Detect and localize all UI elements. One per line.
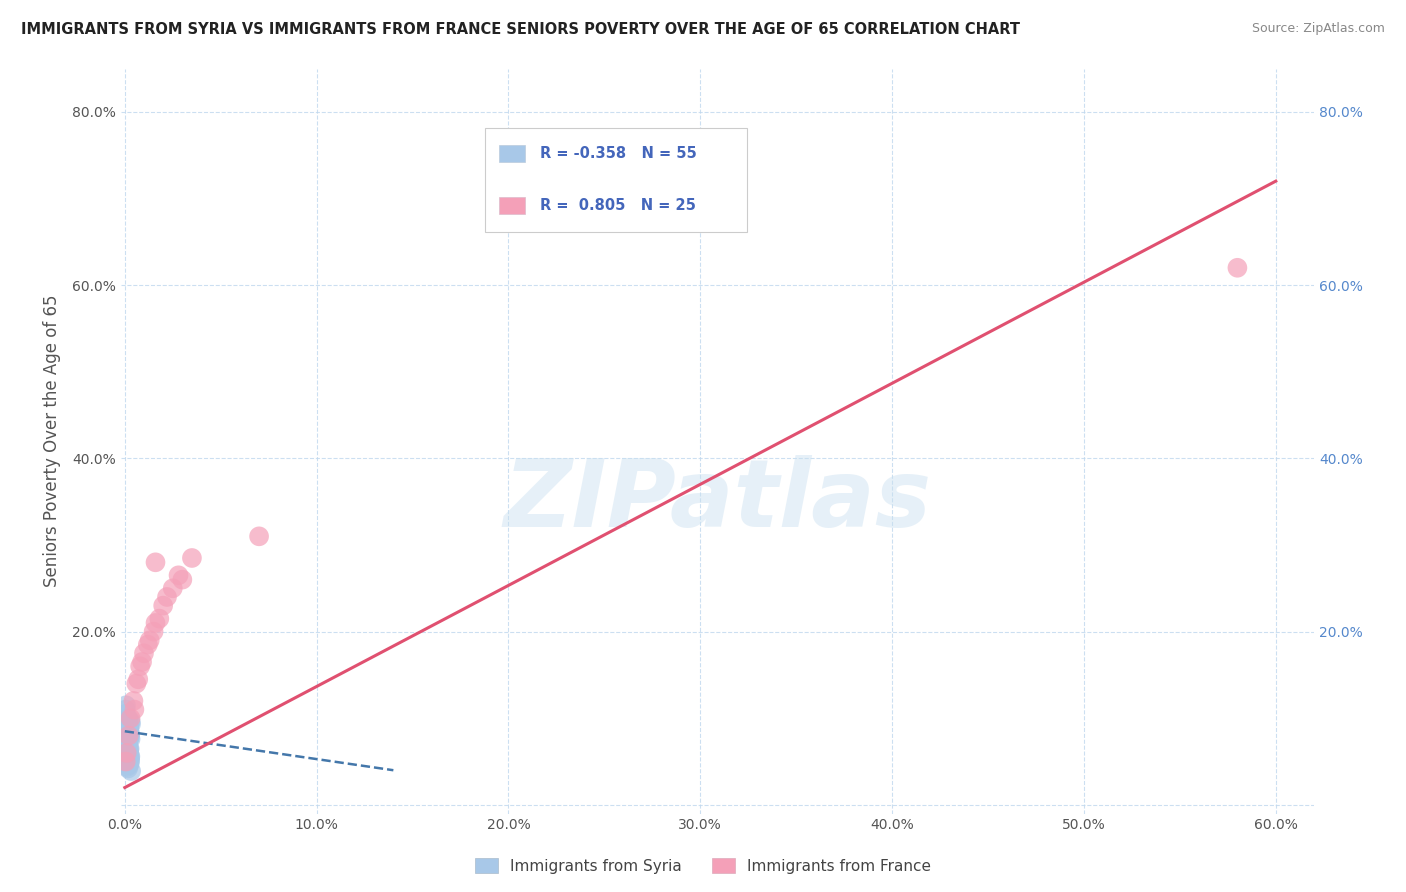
Point — [115, 724, 138, 739]
Point — [120, 717, 142, 731]
Point — [115, 748, 138, 763]
Point — [115, 698, 138, 713]
Point — [115, 729, 138, 743]
Point — [114, 720, 136, 734]
Point — [115, 715, 138, 730]
Point — [117, 726, 139, 740]
Point — [114, 706, 136, 721]
Point — [115, 760, 138, 774]
Point — [115, 746, 138, 760]
Point — [117, 752, 139, 766]
Point — [156, 590, 179, 604]
Point — [181, 551, 204, 566]
Point — [118, 747, 141, 761]
FancyBboxPatch shape — [485, 128, 748, 233]
Point — [167, 568, 190, 582]
Point — [125, 676, 148, 690]
Point — [114, 745, 136, 759]
Point — [118, 721, 141, 735]
Point — [132, 646, 155, 660]
Point — [114, 755, 136, 769]
Point — [117, 723, 139, 737]
Point — [115, 739, 138, 753]
Point — [117, 711, 139, 725]
Text: ZIPatlas: ZIPatlas — [503, 455, 932, 547]
Text: R =  0.805   N = 25: R = 0.805 N = 25 — [540, 198, 696, 213]
Point — [117, 736, 139, 750]
Text: R = -0.358   N = 55: R = -0.358 N = 55 — [540, 146, 696, 161]
Point — [115, 740, 138, 755]
Point — [118, 722, 141, 736]
Legend: Immigrants from Syria, Immigrants from France: Immigrants from Syria, Immigrants from F… — [468, 852, 938, 880]
Point — [117, 731, 139, 745]
Point — [118, 730, 141, 744]
Point — [127, 673, 149, 687]
Point — [114, 702, 136, 716]
Point — [117, 729, 139, 743]
Point — [118, 758, 141, 772]
Point — [145, 555, 167, 569]
Point — [115, 757, 138, 772]
Point — [118, 750, 141, 764]
Text: IMMIGRANTS FROM SYRIA VS IMMIGRANTS FROM FRANCE SENIORS POVERTY OVER THE AGE OF : IMMIGRANTS FROM SYRIA VS IMMIGRANTS FROM… — [21, 22, 1021, 37]
Point — [162, 582, 184, 596]
Point — [117, 744, 139, 758]
Point — [115, 738, 138, 752]
Point — [139, 633, 162, 648]
Point — [117, 743, 139, 757]
Point — [120, 714, 142, 729]
Point — [117, 725, 139, 739]
Point — [118, 719, 141, 733]
Point — [172, 573, 194, 587]
Point — [117, 762, 139, 776]
Point — [118, 731, 141, 746]
FancyBboxPatch shape — [499, 145, 526, 161]
Point — [120, 753, 142, 767]
FancyBboxPatch shape — [499, 197, 526, 214]
Point — [120, 727, 142, 741]
Point — [118, 723, 141, 738]
Point — [142, 624, 165, 639]
Point — [129, 659, 152, 673]
Point — [115, 734, 138, 748]
Point — [120, 749, 142, 764]
Point — [145, 615, 167, 630]
Point — [120, 711, 142, 725]
Point — [131, 655, 153, 669]
Point — [117, 746, 139, 760]
Text: Source: ZipAtlas.com: Source: ZipAtlas.com — [1251, 22, 1385, 36]
Point — [117, 739, 139, 754]
Point — [118, 741, 141, 756]
Point — [120, 764, 142, 778]
Point — [117, 737, 139, 751]
Point — [115, 733, 138, 747]
Point — [148, 612, 170, 626]
Point — [118, 756, 141, 770]
Point — [115, 713, 138, 727]
Point — [118, 742, 141, 756]
Point — [120, 732, 142, 747]
Point — [247, 529, 270, 543]
Point — [117, 718, 139, 732]
Point — [118, 747, 141, 762]
Point — [117, 755, 139, 769]
Point — [117, 732, 139, 747]
Point — [136, 638, 159, 652]
Point — [122, 694, 145, 708]
Point — [1226, 260, 1249, 275]
Point — [115, 728, 138, 742]
Point — [124, 702, 146, 716]
Y-axis label: Seniors Poverty Over the Age of 65: Seniors Poverty Over the Age of 65 — [44, 294, 60, 587]
Point — [115, 735, 138, 749]
Point — [152, 599, 174, 613]
